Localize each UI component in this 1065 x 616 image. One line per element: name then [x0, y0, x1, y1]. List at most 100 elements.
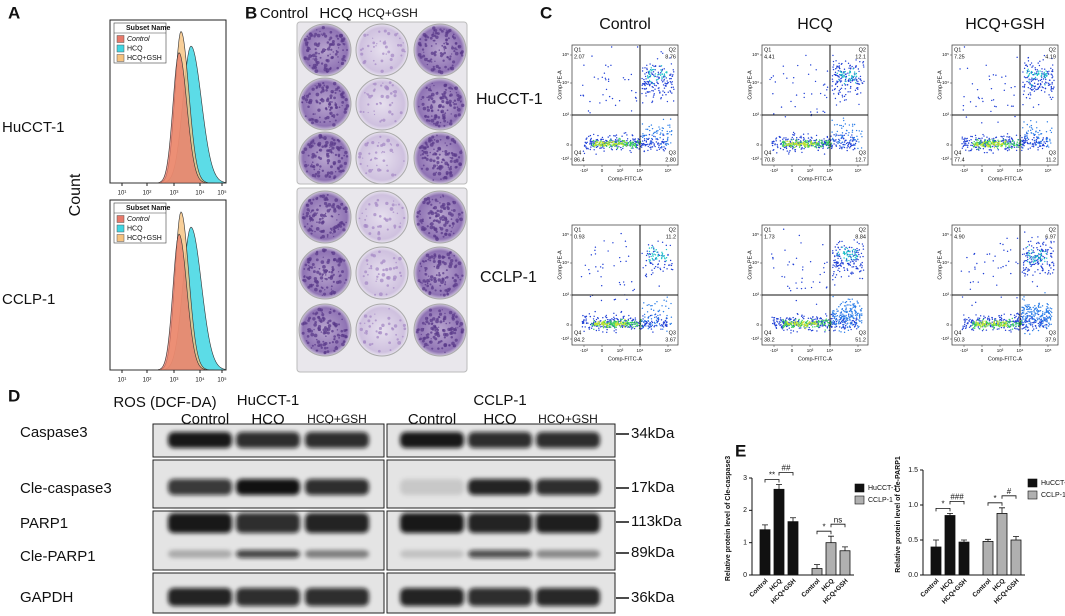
event-dot — [822, 321, 824, 323]
event-dot — [831, 317, 833, 320]
colony — [450, 66, 455, 71]
colony — [316, 208, 319, 212]
colony — [321, 25, 325, 30]
colony — [441, 260, 445, 264]
event-dot — [791, 320, 793, 323]
event-dot — [592, 321, 595, 324]
event-dot — [976, 148, 978, 151]
event-dot — [590, 138, 592, 141]
event-dot — [669, 80, 671, 83]
event-dot — [1015, 134, 1018, 136]
event-dot — [596, 141, 599, 143]
colony — [314, 32, 318, 36]
colony — [323, 50, 326, 52]
event-dot — [621, 325, 623, 327]
colony — [319, 30, 321, 33]
event-dot — [661, 94, 664, 96]
colony — [419, 281, 422, 284]
colony — [364, 142, 369, 147]
event-dot — [637, 141, 640, 143]
event-dot — [979, 137, 981, 140]
colony — [378, 142, 380, 144]
event-dot — [797, 313, 799, 316]
event-dot — [631, 321, 634, 323]
event-dot — [663, 321, 665, 323]
event-dot — [613, 145, 616, 147]
event-dot — [985, 64, 987, 66]
colony — [455, 218, 459, 222]
colony — [429, 340, 433, 344]
colony — [422, 164, 425, 167]
event-dot — [1040, 142, 1042, 144]
event-dot — [782, 73, 785, 75]
event-dot — [632, 144, 635, 146]
colony — [430, 322, 434, 326]
event-dot — [984, 143, 987, 145]
event-dot — [642, 143, 644, 145]
event-dot — [604, 322, 606, 325]
colony — [321, 248, 326, 253]
event-dot — [1037, 142, 1039, 144]
axis-label: Comp-FITC-A — [608, 356, 643, 362]
colony — [395, 143, 400, 147]
event-dot — [1036, 74, 1039, 77]
event-dot — [624, 78, 626, 81]
event-dot — [643, 138, 646, 140]
event-dot — [832, 66, 834, 68]
colony — [328, 106, 330, 108]
colony — [423, 51, 425, 53]
event-dot — [995, 143, 998, 146]
event-dot — [588, 326, 591, 329]
colony — [303, 275, 306, 278]
colony — [448, 167, 452, 171]
y-tick-label: -10³ — [751, 156, 760, 161]
colony — [307, 164, 310, 166]
colony — [449, 90, 452, 93]
colony — [374, 313, 376, 315]
event-dot — [645, 140, 648, 142]
event-dot — [1033, 142, 1036, 144]
event-dot — [622, 281, 625, 283]
event-dot — [602, 325, 605, 327]
colony — [442, 194, 444, 196]
event-dot — [582, 150, 585, 152]
colony — [444, 281, 447, 283]
event-dot — [631, 327, 633, 329]
colony — [312, 140, 315, 143]
colony — [308, 64, 311, 67]
event-dot — [623, 140, 625, 142]
colony — [325, 140, 329, 145]
event-dot — [825, 139, 827, 142]
event-dot — [603, 150, 605, 152]
colony — [420, 333, 422, 336]
event-dot — [646, 128, 649, 131]
colony — [305, 322, 308, 325]
colony — [359, 48, 363, 52]
event-dot — [855, 75, 858, 78]
colony — [374, 151, 378, 154]
colony — [427, 344, 429, 346]
colony — [439, 227, 444, 231]
event-dot — [854, 139, 856, 141]
colony — [330, 270, 334, 274]
event-dot — [811, 326, 814, 328]
event-dot — [627, 142, 629, 145]
event-dot — [584, 144, 586, 147]
event-dot — [594, 323, 596, 325]
colony — [334, 119, 337, 122]
colony — [433, 277, 437, 281]
event-dot — [589, 100, 591, 103]
colony — [432, 164, 437, 168]
quadrant-value: 70.8 — [764, 157, 775, 163]
colony — [324, 34, 328, 38]
colony — [340, 202, 344, 206]
event-dot — [652, 246, 654, 248]
colony — [386, 228, 389, 231]
colony — [459, 217, 463, 222]
colony — [420, 167, 424, 170]
event-dot — [844, 144, 846, 146]
event-dot — [1037, 146, 1039, 149]
colony — [322, 32, 326, 36]
colony — [368, 94, 372, 99]
event-dot — [657, 82, 659, 85]
